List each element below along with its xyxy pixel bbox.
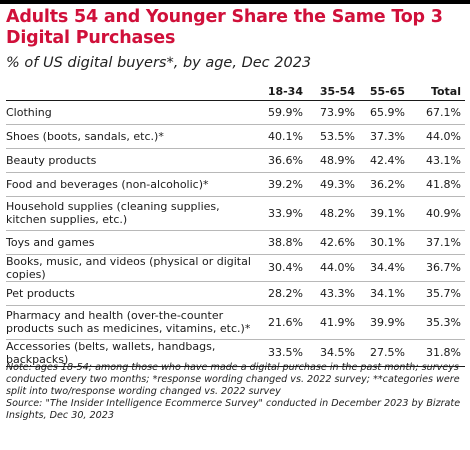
cell-total: 43.1% <box>409 148 465 173</box>
table-row: Shoes (boots, sandals, etc.)* 40.1% 53.5… <box>6 124 465 149</box>
cell-35-54: 73.9% <box>307 100 359 125</box>
cell-total: 36.7% <box>409 254 465 282</box>
cell-total: 67.1% <box>409 100 465 125</box>
cell-35-54: 41.9% <box>307 305 359 340</box>
row-label: Beauty products <box>6 148 257 173</box>
row-label: Accessories (belts, wallets, handbags, b… <box>6 339 257 367</box>
cell-55-65: 42.4% <box>359 148 409 173</box>
cell-18-34: 33.9% <box>257 196 307 231</box>
table-row: Food and beverages (non-alcoholic)* 39.2… <box>6 172 465 197</box>
cell-35-54: 53.5% <box>307 124 359 149</box>
cell-35-54: 48.9% <box>307 148 359 173</box>
cell-total: 44.0% <box>409 124 465 149</box>
column-header-18-34: 18-34 <box>257 80 307 101</box>
cell-18-34: 38.8% <box>257 230 307 255</box>
cell-18-34: 30.4% <box>257 254 307 282</box>
footnote: Note: ages 18-54; among those who have m… <box>6 362 461 421</box>
top-rule <box>0 0 470 4</box>
table-row: Beauty products 36.6% 48.9% 42.4% 43.1% <box>6 148 465 173</box>
table-row: Pet products 28.2% 43.3% 34.1% 35.7% <box>6 281 465 306</box>
table-row: Toys and games 38.8% 42.6% 30.1% 37.1% <box>6 230 465 255</box>
row-label: Shoes (boots, sandals, etc.)* <box>6 124 257 149</box>
cell-55-65: 39.9% <box>359 305 409 340</box>
cell-35-54: 44.0% <box>307 254 359 282</box>
chart-subtitle: % of US digital buyers*, by age, Dec 202… <box>6 55 312 71</box>
table-row: Accessories (belts, wallets, handbags, b… <box>6 339 465 367</box>
cell-total: 31.8% <box>409 339 465 367</box>
cell-18-34: 28.2% <box>257 281 307 306</box>
cell-18-34: 21.6% <box>257 305 307 340</box>
cell-total: 40.9% <box>409 196 465 231</box>
cell-55-65: 39.1% <box>359 196 409 231</box>
table-body: Clothing 59.9% 73.9% 65.9% 67.1% Shoes (… <box>6 100 465 367</box>
cell-55-65: 37.3% <box>359 124 409 149</box>
table-row: Pharmacy and health (over-the-counter pr… <box>6 305 465 340</box>
cell-55-65: 65.9% <box>359 100 409 125</box>
cell-18-34: 33.5% <box>257 339 307 367</box>
row-label: Toys and games <box>6 230 257 255</box>
cell-55-65: 34.1% <box>359 281 409 306</box>
column-header-total: Total <box>409 80 465 101</box>
cell-18-34: 36.6% <box>257 148 307 173</box>
chart-title: Adults 54 and Younger Share the Same Top… <box>6 7 443 48</box>
cell-18-34: 59.9% <box>257 100 307 125</box>
row-label: Clothing <box>6 100 257 125</box>
cell-55-65: 27.5% <box>359 339 409 367</box>
header-row: 18-34 35-54 55-65 Total <box>6 80 465 101</box>
cell-35-54: 48.2% <box>307 196 359 231</box>
row-label: Pet products <box>6 281 257 306</box>
cell-total: 41.8% <box>409 172 465 197</box>
row-label: Books, music, and videos (physical or di… <box>6 254 257 282</box>
row-label: Food and beverages (non-alcoholic)* <box>6 172 257 197</box>
row-label: Pharmacy and health (over-the-counter pr… <box>6 305 257 340</box>
cell-35-54: 43.3% <box>307 281 359 306</box>
cell-55-65: 36.2% <box>359 172 409 197</box>
row-label: Household supplies (cleaning supplies, k… <box>6 196 257 231</box>
cell-35-54: 34.5% <box>307 339 359 367</box>
column-header-35-54: 35-54 <box>307 80 359 101</box>
cell-total: 35.3% <box>409 305 465 340</box>
cell-35-54: 49.3% <box>307 172 359 197</box>
cell-35-54: 42.6% <box>307 230 359 255</box>
cell-18-34: 39.2% <box>257 172 307 197</box>
column-header-category <box>6 80 257 101</box>
cell-total: 37.1% <box>409 230 465 255</box>
table-row: Books, music, and videos (physical or di… <box>6 254 465 282</box>
cell-55-65: 30.1% <box>359 230 409 255</box>
data-table: 18-34 35-54 55-65 Total Clothing 59.9% 7… <box>6 80 465 367</box>
cell-total: 35.7% <box>409 281 465 306</box>
table-row: Clothing 59.9% 73.9% 65.9% 67.1% <box>6 100 465 125</box>
cell-18-34: 40.1% <box>257 124 307 149</box>
table-row: Household supplies (cleaning supplies, k… <box>6 196 465 231</box>
cell-55-65: 34.4% <box>359 254 409 282</box>
column-header-55-65: 55-65 <box>359 80 409 101</box>
